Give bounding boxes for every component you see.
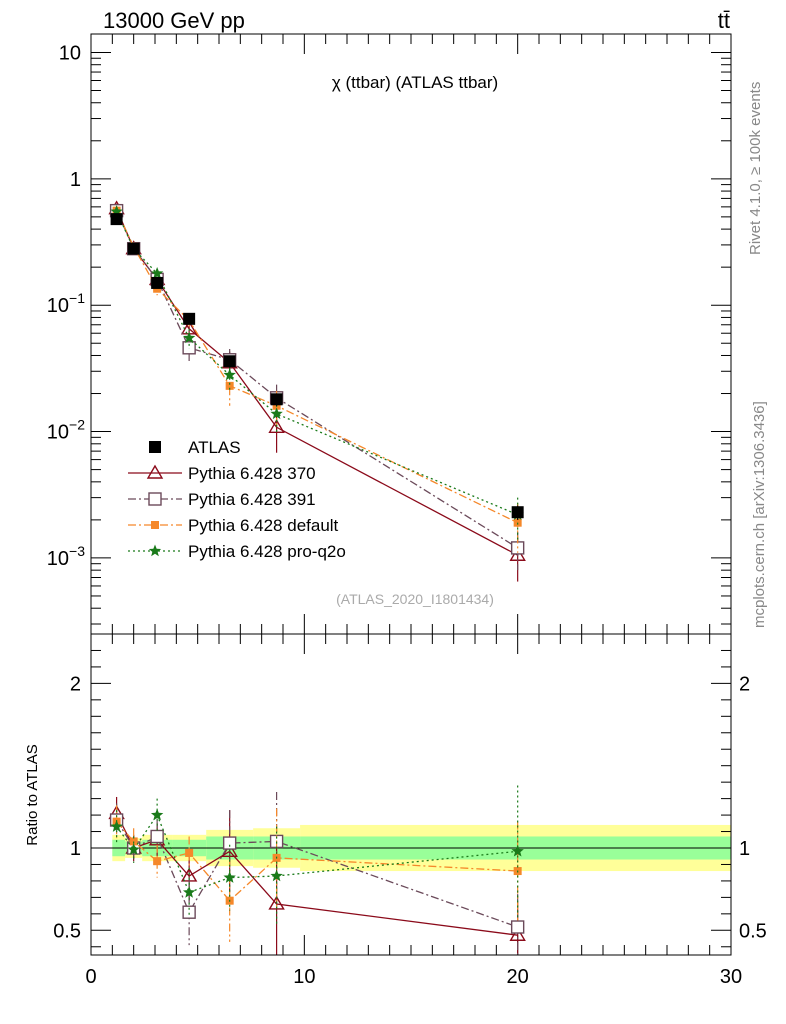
main-y-tick-label: 10−1: [47, 290, 85, 317]
ratio-y-tick-label-right: 1: [739, 838, 750, 860]
legend-marker-pythia-6-428-370: [146, 464, 164, 479]
ratio-point-pythia-6-428-pro-q2o: [511, 844, 524, 857]
ratio-x-tick-label: 20: [507, 966, 529, 988]
legend-label-pythia-6-428-default: Pythia 6.428 default: [188, 516, 339, 535]
ratio-plot-panel: 0.5 0.51 12 20 10 20 30 Ratio to ATLAS: [24, 633, 767, 988]
data-point-pythia-6-428-pro-q2o: [270, 407, 283, 420]
legend: ATLAS Pythia 6.428 370 Pythia 6.428 391 Pyt…: [128, 438, 346, 561]
main-plot-panel: χ (ttbar) (ATLAS ttbar) (ATLAS_2020_I180…: [47, 33, 732, 635]
series-line-pythia-6-428-default: [116, 210, 518, 524]
legend-marker-pythia-6-428-default: [151, 521, 159, 529]
ratio-y-tick-label-right: 2: [739, 673, 750, 695]
ratio-y-tick-label-left: 1: [70, 838, 81, 860]
main-y-tick-label: 10−3: [47, 543, 85, 570]
ratio-point-pythia-6-428-default: [129, 837, 138, 846]
ratio-data-series: [108, 785, 526, 955]
ratio-x-tick-label: 10: [293, 966, 315, 988]
ratio-point-pythia-6-428-391: [150, 829, 164, 844]
ratio-point-pythia-6-428-pro-q2o: [110, 820, 123, 832]
main-data-series: [108, 200, 526, 582]
series-line-pythia-6-428-391: [116, 210, 519, 549]
data-point-atlas: [223, 355, 236, 368]
ratio-y-axis-label: Ratio to ATLAS: [24, 744, 41, 845]
data-point-atlas: [511, 506, 524, 519]
ratio-y-tick-label-right: 0.5: [739, 920, 767, 942]
ratio-point-pythia-6-428-pro-q2o: [150, 808, 164, 821]
ratio-point-pythia-6-428-pro-q2o: [270, 869, 283, 882]
ratio-x-tick-label: 30: [720, 966, 742, 988]
analysis-watermark: (ATLAS_2020_I1801434): [336, 591, 494, 607]
ratio-plot-frame: [90, 633, 732, 956]
data-point-pythia-6-428-default: [225, 381, 234, 390]
data-point-atlas: [151, 276, 164, 289]
series-line-pythia-6-428-pro-q2o: [116, 211, 518, 516]
ratio-point-pythia-6-428-pro-q2o: [127, 843, 140, 855]
ratio-point-pythia-6-428-pro-q2o: [182, 885, 196, 898]
main-y-tick-label: 1: [70, 169, 81, 191]
main-y-tick-label: 10: [59, 42, 81, 64]
header-energy-label: 13000 GeV pp: [103, 8, 245, 33]
ratio-point-pythia-6-428-pro-q2o: [223, 871, 236, 883]
ratio-point-pythia-6-428-391: [510, 920, 525, 934]
data-point-pythia-6-428-pro-q2o: [182, 331, 196, 344]
main-y-tick-label: 10−2: [47, 417, 85, 444]
data-point-pythia-6-428-pro-q2o: [110, 205, 123, 217]
ratio-point-pythia-6-428-default: [185, 848, 194, 857]
legend-marker-pythia-6-428-pro-q2o: [148, 544, 162, 557]
data-point-atlas: [110, 213, 123, 226]
ratio-point-pythia-6-428-default: [153, 857, 162, 866]
data-point-pythia-6-428-370: [268, 418, 285, 434]
header-process-label: tt̄: [718, 8, 730, 33]
ratio-y-tick-label-left: 2: [70, 673, 81, 695]
ratio-point-pythia-6-428-370: [268, 895, 285, 910]
series-line-pythia-6-428-370: [116, 208, 519, 556]
data-point-pythia-6-428-pro-q2o: [150, 267, 164, 279]
data-point-atlas: [270, 393, 283, 406]
main-axis-tick-labels: 10−3 10−2 10−1 1 10: [47, 42, 85, 569]
mcplots-label: mcplots.cern.ch [arXiv:1306.3436]: [751, 401, 768, 628]
legend-label-pythia-6-428-370: Pythia 6.428 370: [188, 464, 316, 483]
data-point-atlas: [183, 312, 196, 325]
ratio-point-pythia-6-428-391: [222, 836, 237, 850]
main-plot-title: χ (ttbar) (ATLAS ttbar): [332, 73, 498, 92]
ratio-point-pythia-6-428-391: [182, 905, 196, 919]
ratio-x-tick-label: 0: [85, 966, 96, 988]
rivet-version-label: Rivet 4.1.0, ≥ 100k events: [747, 82, 764, 255]
data-point-pythia-6-428-pro-q2o: [223, 368, 236, 381]
ratio-axis-tick-labels: 0.5 0.51 12 20 10 20 30: [53, 673, 767, 988]
ratio-y-tick-label-left: 0.5: [53, 920, 81, 942]
ratio-point-pythia-6-428-370: [509, 926, 526, 941]
legend-label-pythia-6-428-391: Pythia 6.428 391: [188, 490, 316, 509]
data-point-pythia-6-428-391: [182, 341, 196, 355]
data-point-atlas: [127, 242, 140, 255]
legend-marker-atlas: [149, 441, 161, 453]
legend-marker-pythia-6-428-391: [148, 492, 162, 506]
legend-label-atlas: ATLAS: [188, 438, 241, 457]
legend-label-pythia-6-428-pro-q2o: Pythia 6.428 pro-q2o: [188, 542, 346, 561]
